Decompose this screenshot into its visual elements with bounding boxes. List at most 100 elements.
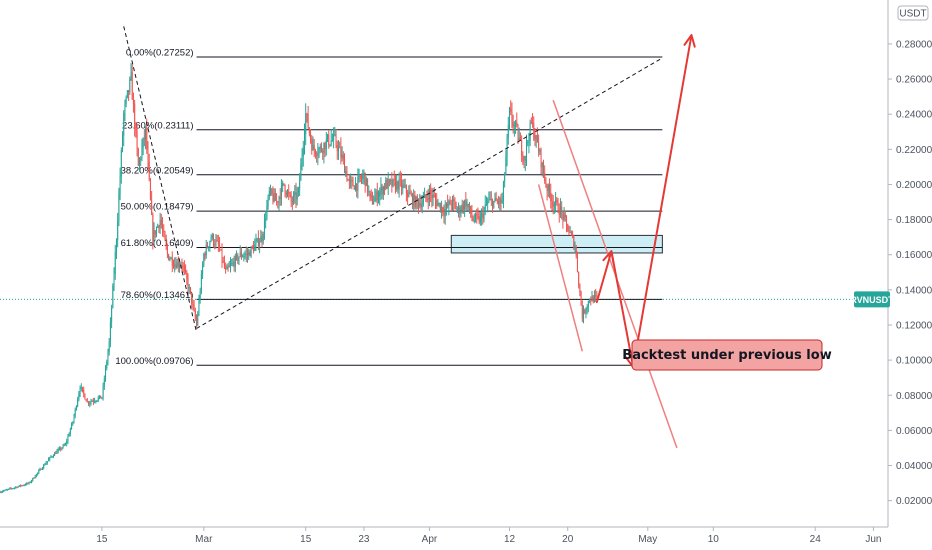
candle-body	[401, 179, 403, 188]
candle-body	[75, 406, 77, 409]
candle-body	[142, 137, 144, 148]
candle-body	[196, 318, 198, 325]
candle-body	[105, 368, 107, 380]
candle-body	[50, 456, 52, 458]
candle-body	[416, 196, 418, 201]
candle-body	[41, 468, 43, 470]
candle-body	[300, 164, 302, 181]
candle-body	[290, 194, 292, 202]
candle-body	[353, 185, 355, 190]
candle-body	[500, 198, 502, 203]
candle-body	[125, 96, 127, 104]
candle-body	[545, 181, 547, 187]
candle-body	[67, 436, 69, 442]
candle-body	[199, 291, 201, 300]
candle-body	[547, 184, 549, 192]
candle-body	[449, 200, 451, 205]
candle-body	[263, 219, 265, 235]
candle-body	[234, 255, 236, 267]
candle-body	[390, 179, 392, 181]
candle-body	[279, 196, 281, 199]
candle-body	[287, 191, 289, 195]
candle-body	[438, 203, 440, 205]
candle-body	[244, 254, 246, 257]
candle-body	[32, 477, 34, 481]
candle-body	[586, 306, 588, 310]
candle-body	[31, 480, 33, 483]
candle-body	[15, 487, 17, 489]
candle-body	[499, 198, 501, 204]
candle-body	[591, 296, 593, 302]
candle-body	[464, 200, 466, 210]
projection-arrow-head	[683, 34, 696, 48]
candle-body	[130, 71, 132, 79]
candle-body	[376, 191, 378, 201]
candle-body	[221, 249, 223, 261]
candle-body	[109, 322, 111, 342]
candle-body	[299, 180, 301, 189]
candle-body	[37, 472, 39, 475]
candle-body	[352, 180, 354, 186]
candle-body	[524, 155, 526, 161]
candle-body	[443, 212, 445, 216]
candle-body	[584, 309, 586, 313]
candle-body	[95, 401, 97, 403]
candle-body	[271, 188, 273, 195]
candle-body	[453, 199, 455, 202]
candle-body	[86, 401, 88, 403]
candle-body	[261, 236, 263, 242]
candle-body	[222, 260, 224, 262]
candle-body	[467, 203, 469, 208]
candle-body	[471, 213, 473, 218]
candle-body	[179, 265, 181, 267]
candle-body	[248, 251, 250, 256]
projection-arrow-line	[632, 34, 693, 369]
candle-body	[204, 254, 206, 256]
candle-body	[596, 295, 598, 297]
candle-body	[152, 214, 154, 242]
candle-body	[504, 174, 506, 182]
candle-body	[564, 214, 566, 218]
x-tick-label: Apr	[422, 534, 438, 545]
candle-body	[544, 173, 546, 182]
symbol-badge	[854, 291, 890, 308]
candle-body	[370, 193, 372, 198]
candle-body	[240, 251, 242, 257]
candle-body	[432, 195, 434, 199]
candle-body	[128, 90, 130, 93]
candle-body	[546, 186, 548, 192]
candle-body	[217, 240, 219, 245]
candle-body	[444, 208, 446, 216]
candle-body	[451, 199, 453, 206]
candle-body	[20, 485, 22, 487]
candle-body	[392, 178, 394, 187]
candle-body	[521, 139, 523, 156]
candle-body	[528, 141, 530, 143]
candle-body	[589, 300, 591, 302]
candle-body	[348, 179, 350, 182]
candle-body	[375, 191, 377, 197]
candle-body	[165, 239, 167, 247]
candle-body	[257, 238, 259, 247]
candle-body	[177, 262, 179, 267]
candle-body	[587, 301, 589, 307]
candle-body	[1, 491, 3, 493]
candle-body	[569, 232, 571, 234]
candle-body	[203, 254, 205, 266]
candle-body	[21, 485, 23, 487]
candle-body	[485, 203, 487, 205]
candle-body	[65, 443, 67, 446]
candle-body	[102, 385, 104, 398]
candle-body	[570, 232, 572, 235]
candle-body	[54, 453, 56, 456]
fib-level-label: 0.00%(0.27252)	[126, 48, 194, 59]
candle-body	[183, 266, 185, 270]
candle-body	[277, 201, 279, 203]
candle-body	[200, 274, 202, 292]
